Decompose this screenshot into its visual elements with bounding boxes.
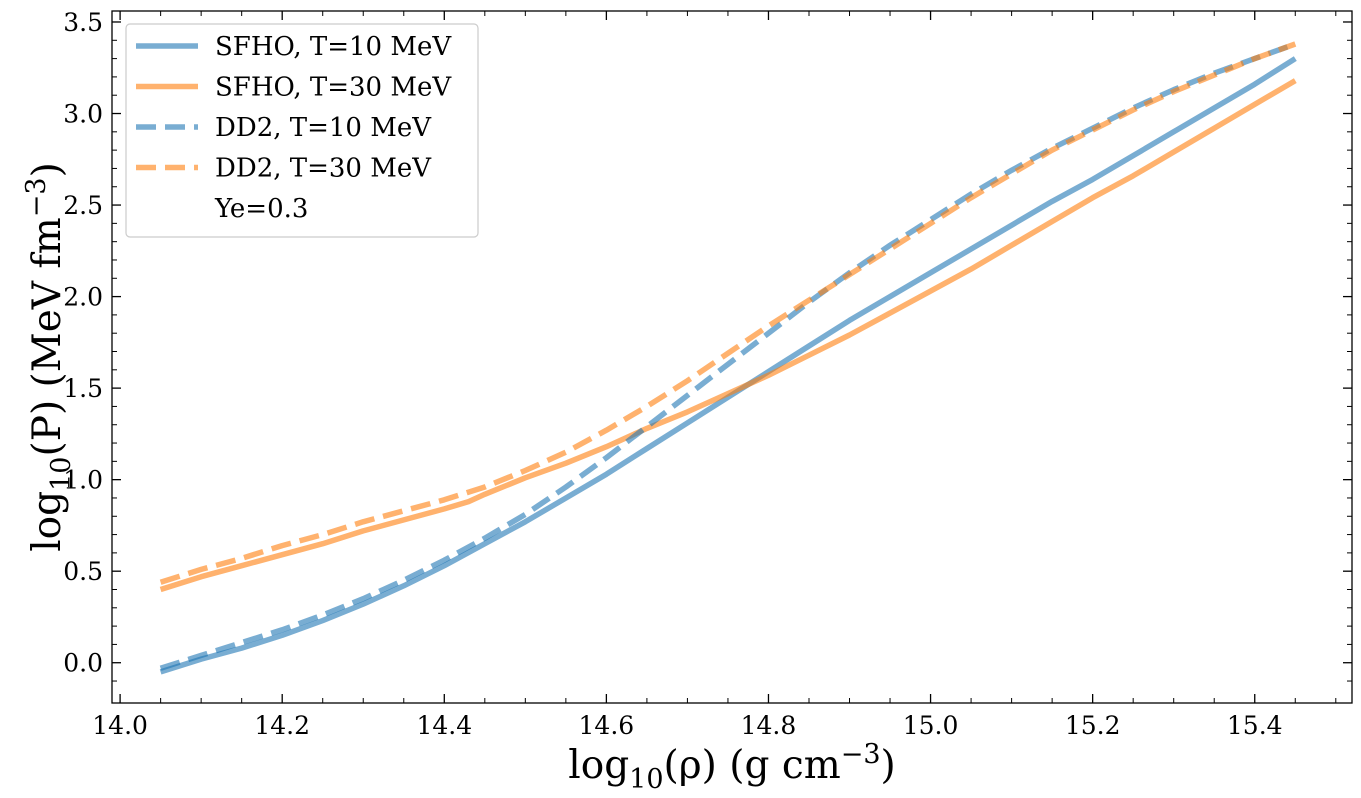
y-tick-label: 3.0 [63,100,103,129]
tick-layer: 14.0 14.2 14.4 14.6 14.8 15.0 15.2 15.4 0.0 0.5 1.… [63,8,1352,740]
y-tick-label: 3.5 [63,8,103,37]
legend-label-2: SFHO, T=30 MeV [215,73,452,103]
x-tick-label: 14.8 [741,711,797,740]
x-tick-label: 14.0 [92,711,148,740]
x-tick-label: 14.4 [416,711,472,740]
series-line-2 [159,78,1297,593]
x-tick-label: 15.4 [1227,711,1283,740]
x-tick-label: 14.2 [254,711,310,740]
series-line-1 [159,56,1297,675]
y-tick-label: 1.5 [63,374,103,403]
y-tick-label: 2.0 [63,283,103,312]
y-axis-label: log10(P) (MeV fm−3) [21,162,77,552]
x-tick-label: 15.0 [903,711,959,740]
legend-box [125,23,479,238]
series-line-4 [159,41,1297,585]
legend-label-4: DD2, T=30 MeV [215,154,432,184]
y-tick-label: 1.0 [63,466,103,495]
x-axis-label: log10(ρ) (g cm−3) [568,739,895,795]
x-tick-label: 15.2 [1065,711,1121,740]
y-tick-label: 0.5 [63,557,103,586]
x-tick-label: 14.6 [579,711,635,740]
series-layer [159,41,1297,675]
legend: SFHO, T=10 MeV SFHO, T=30 MeV DD2, T=10 Me… [125,23,479,238]
plot-frame [111,10,1353,704]
legend-label-1: SFHO, T=10 MeV [215,32,452,62]
series-line-3 [159,41,1297,671]
legend-label-3: DD2, T=10 MeV [215,113,432,143]
y-tick-label: 2.5 [63,191,103,220]
y-tick-label: 0.0 [63,649,103,678]
legend-note: Ye=0.3 [214,194,308,224]
